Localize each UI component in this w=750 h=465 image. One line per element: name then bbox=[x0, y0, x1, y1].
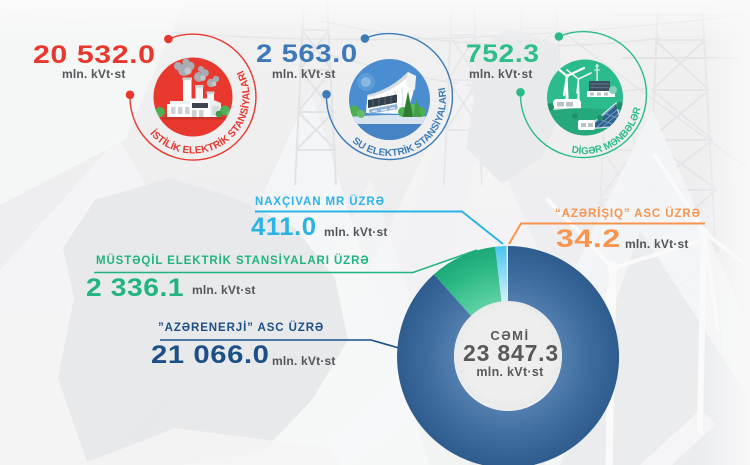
svg-text:CƏMİ: CƏMİ bbox=[490, 328, 529, 343]
svg-text:mln. kVt·st: mln. kVt·st bbox=[476, 365, 544, 379]
svg-text:23 847.3: 23 847.3 bbox=[463, 340, 559, 366]
